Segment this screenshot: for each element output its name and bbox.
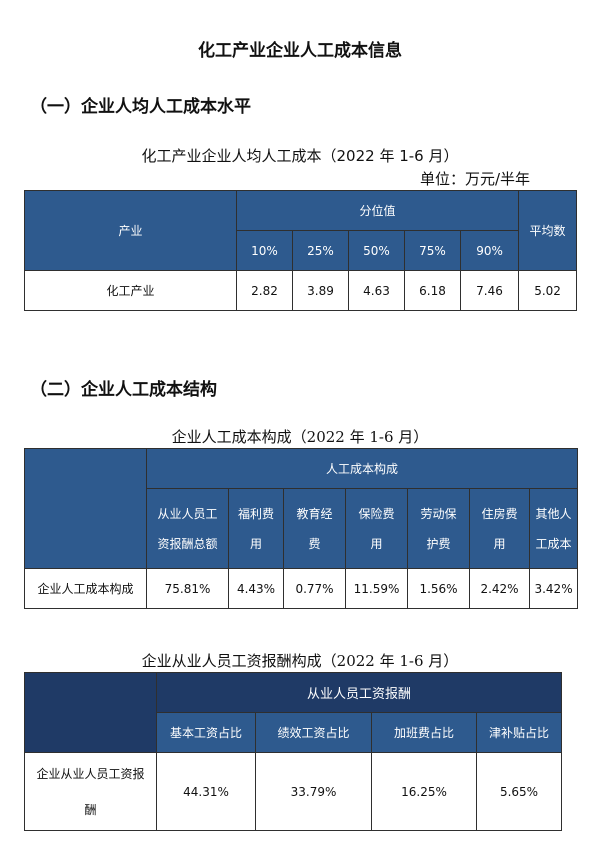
value-performance-salary: 33.79% <box>255 752 372 831</box>
group-header-salary: 从业人员工资报酬 <box>155 672 563 713</box>
value-p50: 4.63 <box>348 270 405 311</box>
page-title: 化工产业企业人工成本信息 <box>198 41 402 61</box>
table2-caption: 企业人工成本构成（2022 年 1-6 月） <box>171 428 429 446</box>
cost-structure-table: 人工成本构成 从业人员工 资报酬总额 福利费用 教育经费 保险费用 劳动保 护费 住… <box>24 448 579 609</box>
header-p90: 90% <box>459 230 520 271</box>
corner-cell <box>24 672 157 753</box>
header-average: 平均数 <box>518 190 578 271</box>
col-allowance: 津补贴占比 <box>475 712 563 753</box>
value-p75: 6.18 <box>404 270 461 311</box>
value-p10: 2.82 <box>236 270 293 311</box>
value-welfare: 4.43% <box>228 568 284 609</box>
table1-caption: 化工产业企业人均人工成本（2022 年 1-6 月） <box>141 147 459 165</box>
row-label: 企业从业人员工资报酬 <box>24 752 157 831</box>
header-percentile: 分位值 <box>235 190 520 231</box>
col-other: 其他人 工成本 <box>528 488 579 569</box>
col-education: 教育经费 <box>283 488 346 569</box>
value-p90: 7.46 <box>459 270 520 311</box>
value-average: 5.02 <box>518 270 578 311</box>
value-salary: 75.81% <box>146 568 229 609</box>
row-label: 企业人工成本构成 <box>24 568 147 609</box>
col-insurance: 保险费用 <box>345 488 408 569</box>
value-housing: 2.42% <box>469 568 530 609</box>
row-label: 化工产业 <box>24 270 237 311</box>
section-heading-2: （二）企业人工成本结构 <box>30 380 217 400</box>
section-heading-1: （一）企业人均人工成本水平 <box>30 97 251 117</box>
group-header-cost: 人工成本构成 <box>145 448 579 489</box>
avg-cost-table: 产业 分位值 平均数 10% 25% 50% 75% 90% 化工产业 2.82… <box>24 190 578 311</box>
value-p25: 3.89 <box>292 270 349 311</box>
value-education: 0.77% <box>283 568 346 609</box>
value-overtime: 16.25% <box>371 752 477 831</box>
col-labor-protection: 劳动保 护费 <box>407 488 470 569</box>
table3-caption: 企业从业人员工资报酬构成（2022 年 1-6 月） <box>141 652 459 670</box>
value-labor-protection: 1.56% <box>407 568 470 609</box>
col-performance-salary: 绩效工资占比 <box>255 712 372 753</box>
header-p10: 10% <box>236 230 293 271</box>
header-p75: 75% <box>404 230 461 271</box>
header-industry: 产业 <box>24 190 237 271</box>
corner-cell <box>24 448 147 569</box>
value-allowance: 5.65% <box>475 752 563 831</box>
col-overtime: 加班费占比 <box>371 712 477 753</box>
value-other: 3.42% <box>528 568 579 609</box>
col-base-salary: 基本工资占比 <box>156 712 256 753</box>
header-p50: 50% <box>348 230 405 271</box>
value-insurance: 11.59% <box>345 568 408 609</box>
value-base-salary: 44.31% <box>156 752 256 831</box>
header-p25: 25% <box>292 230 349 271</box>
col-housing: 住房费用 <box>469 488 530 569</box>
salary-structure-table: 从业人员工资报酬 基本工资占比 绩效工资占比 加班费占比 津补贴占比 企业从业人… <box>24 672 563 831</box>
col-salary: 从业人员工 资报酬总额 <box>146 488 229 569</box>
unit-label: 单位：万元/半年 <box>420 170 531 188</box>
col-welfare: 福利费用 <box>228 488 284 569</box>
